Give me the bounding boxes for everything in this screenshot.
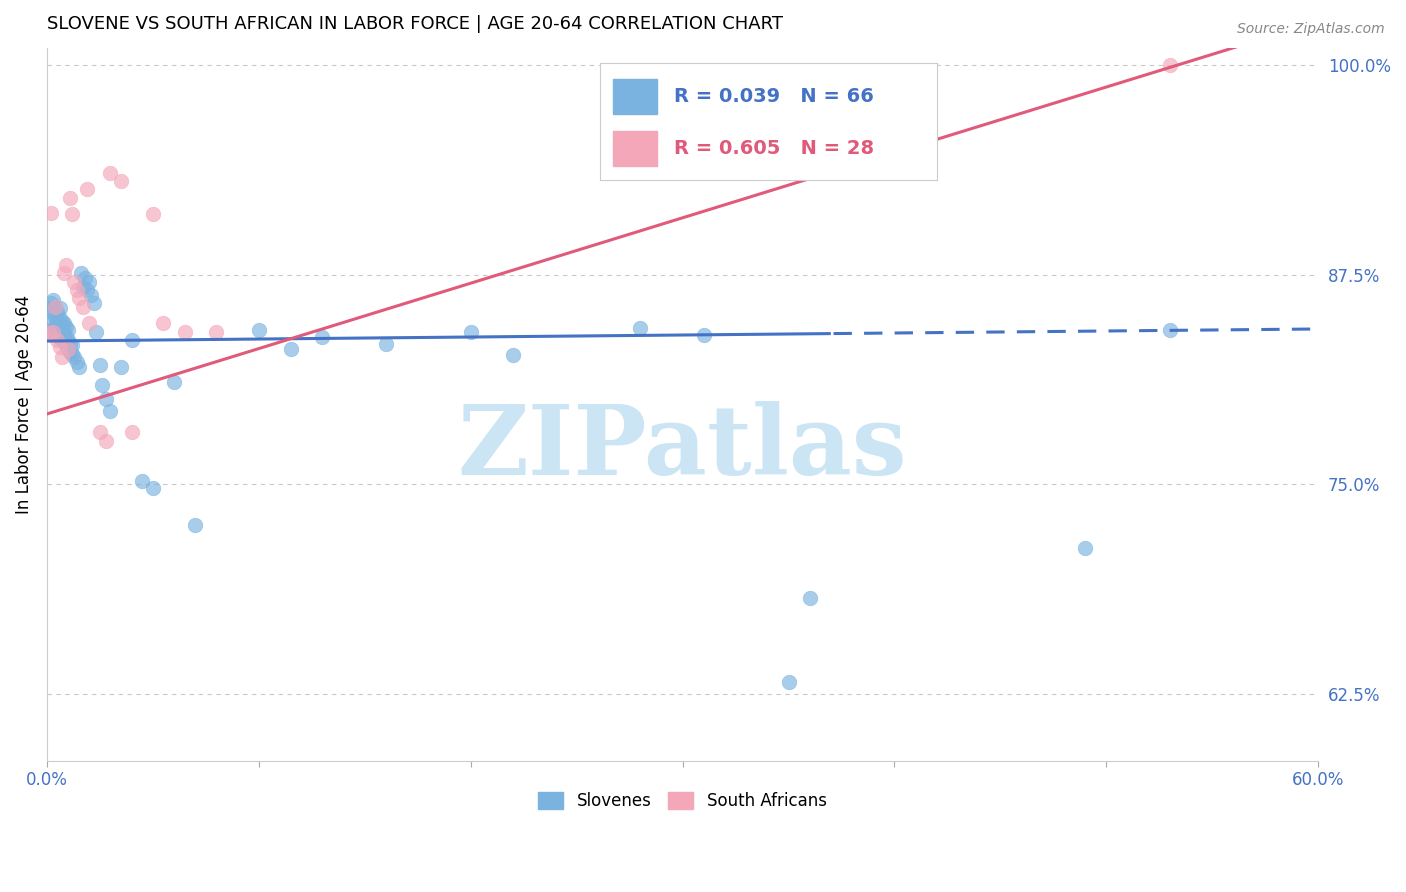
Point <box>121 425 143 440</box>
Point <box>42 325 65 339</box>
Point <box>46 315 69 329</box>
Point <box>121 333 143 347</box>
Point <box>778 675 800 690</box>
Point <box>48 330 70 344</box>
Point <box>63 275 86 289</box>
Point <box>67 359 90 374</box>
Point <box>55 330 77 344</box>
Point <box>142 481 165 495</box>
Point <box>39 323 62 337</box>
Point <box>44 300 66 314</box>
Point <box>96 392 118 406</box>
Point <box>311 330 333 344</box>
Point <box>69 266 91 280</box>
Point <box>247 323 270 337</box>
Point <box>39 206 62 220</box>
Point <box>48 311 70 326</box>
Point <box>76 182 98 196</box>
Point <box>280 342 302 356</box>
Legend: Slovenes, South Africans: Slovenes, South Africans <box>531 785 834 817</box>
Point <box>91 378 114 392</box>
Point <box>89 359 111 373</box>
Point <box>163 375 186 389</box>
Point <box>59 191 82 205</box>
Point <box>173 325 195 339</box>
Point <box>52 317 75 331</box>
Point <box>184 517 207 532</box>
Point <box>42 304 65 318</box>
Point <box>1159 323 1181 337</box>
Point <box>56 333 79 347</box>
Point <box>60 207 83 221</box>
Point <box>52 334 75 349</box>
Point <box>693 328 716 343</box>
Point <box>142 207 165 221</box>
Point <box>56 323 79 337</box>
Point <box>205 325 228 339</box>
Point <box>55 338 77 352</box>
Point <box>460 325 482 339</box>
Text: Source: ZipAtlas.com: Source: ZipAtlas.com <box>1237 22 1385 37</box>
Point <box>55 258 77 272</box>
Point <box>65 283 87 297</box>
Point <box>628 321 651 335</box>
Point <box>48 301 70 316</box>
Point <box>42 313 65 327</box>
Point <box>67 291 90 305</box>
Point <box>374 336 396 351</box>
Point <box>63 350 86 364</box>
Point <box>42 293 65 307</box>
Point <box>46 304 69 318</box>
Point <box>55 319 77 334</box>
Text: ZIPatlas: ZIPatlas <box>458 401 907 494</box>
Point <box>1159 58 1181 72</box>
Point <box>48 340 70 354</box>
Point <box>76 283 98 297</box>
Point <box>83 296 105 310</box>
Point <box>44 319 66 334</box>
Y-axis label: In Labor Force | Age 20-64: In Labor Force | Age 20-64 <box>15 295 32 515</box>
Point <box>131 474 153 488</box>
Point <box>51 325 73 339</box>
Point <box>110 174 132 188</box>
Point <box>60 346 83 360</box>
Point <box>51 350 73 364</box>
Point <box>52 266 75 280</box>
Point <box>72 279 94 293</box>
Point <box>100 403 122 417</box>
Point <box>152 317 174 331</box>
Point <box>56 342 79 356</box>
Point <box>48 321 70 335</box>
Point <box>110 359 132 374</box>
Point <box>77 317 100 331</box>
Point <box>56 342 79 356</box>
Point <box>72 300 94 314</box>
Point <box>59 345 82 359</box>
Point <box>84 325 107 339</box>
Point <box>96 434 118 448</box>
Point <box>100 165 122 179</box>
Point <box>46 326 69 341</box>
Point <box>44 310 66 324</box>
Point <box>44 300 66 314</box>
Point <box>89 425 111 440</box>
Point <box>39 296 62 310</box>
Point <box>51 333 73 347</box>
Point <box>38 326 60 341</box>
Point <box>65 355 87 369</box>
Point <box>51 315 73 329</box>
Text: SLOVENE VS SOUTH AFRICAN IN LABOR FORCE | AGE 20-64 CORRELATION CHART: SLOVENE VS SOUTH AFRICAN IN LABOR FORCE … <box>46 15 783 33</box>
Point <box>38 301 60 316</box>
Point <box>38 326 60 341</box>
Point <box>52 326 75 341</box>
Point <box>1074 541 1097 555</box>
Point <box>799 591 821 606</box>
Point <box>80 288 103 302</box>
Point <box>77 275 100 289</box>
Point <box>46 333 69 347</box>
Point <box>59 336 82 351</box>
Point <box>60 338 83 352</box>
Point <box>502 348 524 362</box>
Point <box>73 271 96 285</box>
